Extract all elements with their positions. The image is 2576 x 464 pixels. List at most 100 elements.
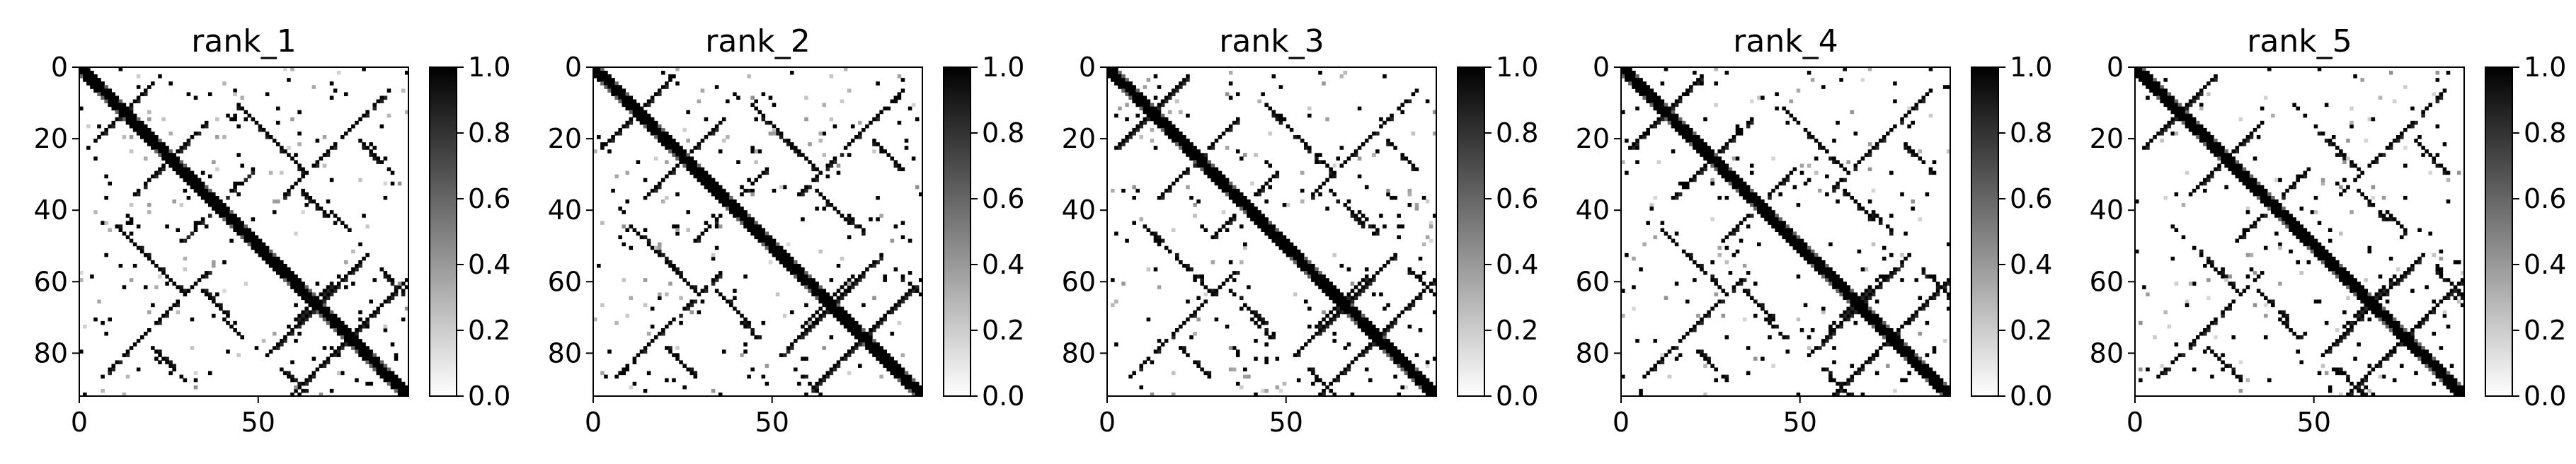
heatmap-cell bbox=[222, 207, 227, 211]
heatmap-cell bbox=[804, 356, 808, 361]
heatmap-cell bbox=[193, 131, 198, 136]
heatmap-cell bbox=[1264, 332, 1269, 336]
heatmap-cell bbox=[804, 285, 808, 289]
heatmap-cell bbox=[1346, 306, 1351, 311]
heatmap-cell bbox=[1383, 342, 1387, 347]
heatmap-cell bbox=[682, 278, 687, 282]
heatmap-cell bbox=[1839, 285, 1843, 289]
heatmap-cell bbox=[1221, 181, 1226, 186]
heatmap-cell bbox=[1372, 339, 1376, 343]
heatmap-cell bbox=[2378, 296, 2383, 301]
heatmap-cell bbox=[280, 260, 284, 265]
heatmap-cell bbox=[818, 131, 823, 136]
heatmap-cell bbox=[1318, 278, 1322, 282]
heatmap-cell bbox=[1792, 117, 1797, 122]
heatmap-cell bbox=[1214, 235, 1219, 240]
heatmap-cell bbox=[1179, 146, 1183, 150]
heatmap-cell bbox=[1678, 353, 1683, 357]
heatmap-cell bbox=[280, 146, 284, 150]
heatmap-cell bbox=[1660, 110, 1665, 115]
heatmap-cell bbox=[97, 81, 101, 86]
heatmap-cell bbox=[1189, 156, 1193, 161]
heatmap-cell bbox=[747, 374, 751, 379]
heatmap-cell bbox=[125, 374, 130, 379]
heatmap-cell bbox=[689, 156, 694, 161]
heatmap-cell bbox=[1411, 303, 1416, 308]
heatmap-cell bbox=[636, 117, 641, 122]
heatmap-cell bbox=[287, 371, 291, 376]
heatmap-cell bbox=[1196, 364, 1201, 369]
heatmap-cell bbox=[383, 374, 388, 379]
heatmap-cell bbox=[625, 103, 630, 108]
heatmap-cell bbox=[129, 238, 134, 243]
heatmap-cell bbox=[1160, 342, 1165, 347]
heatmap-cell bbox=[1397, 364, 1401, 369]
heatmap-cell bbox=[697, 163, 702, 168]
heatmap-cell bbox=[1761, 303, 1765, 308]
heatmap-cell bbox=[1264, 181, 1269, 186]
heatmap-cell bbox=[1857, 160, 1862, 164]
heatmap-cell bbox=[2263, 214, 2268, 218]
colorbar bbox=[1457, 66, 1485, 397]
heatmap-cell bbox=[1157, 235, 1162, 240]
heatmap-cell bbox=[2456, 385, 2461, 390]
heatmap-cell bbox=[297, 381, 302, 386]
heatmap-cell bbox=[1240, 207, 1244, 211]
heatmap-cell bbox=[2395, 139, 2400, 143]
heatmap-cell bbox=[2395, 135, 2400, 139]
heatmap-cell bbox=[1332, 163, 1336, 168]
heatmap-cell bbox=[1315, 156, 1319, 161]
heatmap-cell bbox=[2231, 170, 2236, 175]
heatmap-cell bbox=[714, 195, 719, 200]
heatmap-cell bbox=[2146, 78, 2150, 82]
heatmap-cell bbox=[212, 195, 216, 200]
heatmap-cell bbox=[2206, 142, 2211, 146]
heatmap-cell bbox=[911, 392, 916, 397]
heatmap-cell bbox=[2421, 317, 2425, 322]
heatmap-cell bbox=[2385, 320, 2390, 325]
heatmap-cell bbox=[129, 278, 134, 282]
heatmap-cell bbox=[1125, 81, 1129, 86]
heatmap-cell bbox=[1179, 85, 1183, 89]
heatmap-cell bbox=[1660, 117, 1665, 122]
heatmap-cell bbox=[1146, 106, 1151, 111]
heatmap-cells bbox=[593, 67, 923, 397]
heatmap-cell bbox=[804, 117, 808, 122]
heatmap-cell bbox=[2400, 274, 2404, 279]
heatmap-cell bbox=[132, 127, 137, 132]
heatmap-cell bbox=[1846, 289, 1850, 293]
heatmap-cell bbox=[108, 103, 112, 108]
heatmap-cell bbox=[1846, 285, 1850, 289]
heatmap-cell bbox=[1932, 160, 1937, 164]
heatmap-cell bbox=[1775, 217, 1779, 221]
heatmap-cell bbox=[2453, 289, 2458, 293]
heatmap-cell bbox=[1778, 224, 1782, 228]
heatmap-cell bbox=[1390, 113, 1394, 118]
heatmap-cell bbox=[136, 131, 141, 136]
heatmap-cell bbox=[1742, 263, 1747, 268]
heatmap-cell bbox=[1111, 303, 1115, 308]
heatmap-cell bbox=[1261, 317, 1265, 322]
heatmap-cell bbox=[179, 170, 184, 175]
heatmap-cell bbox=[858, 278, 862, 282]
heatmap-cell bbox=[244, 110, 248, 115]
heatmap-cell bbox=[2353, 292, 2357, 296]
heatmap-cell bbox=[2256, 217, 2261, 221]
heatmap-cell bbox=[697, 178, 702, 182]
heatmap-cell bbox=[1714, 67, 1718, 71]
heatmap-cell bbox=[2339, 339, 2343, 343]
heatmap-cell bbox=[1250, 210, 1254, 214]
heatmap-cell bbox=[1282, 381, 1287, 386]
heatmap-cell bbox=[1189, 142, 1193, 146]
heatmap-cell bbox=[2335, 271, 2340, 275]
heatmap-cell bbox=[226, 214, 230, 218]
heatmap-cell bbox=[294, 285, 298, 289]
heatmap-cell bbox=[657, 245, 662, 250]
heatmap-cell bbox=[900, 274, 905, 279]
heatmap-cell bbox=[1703, 271, 1707, 275]
heatmap-cell bbox=[215, 167, 219, 172]
heatmap-cell bbox=[775, 256, 780, 261]
heatmap-cell bbox=[1656, 110, 1661, 115]
heatmap-cell bbox=[729, 210, 733, 214]
heatmap-cell bbox=[2439, 92, 2444, 96]
